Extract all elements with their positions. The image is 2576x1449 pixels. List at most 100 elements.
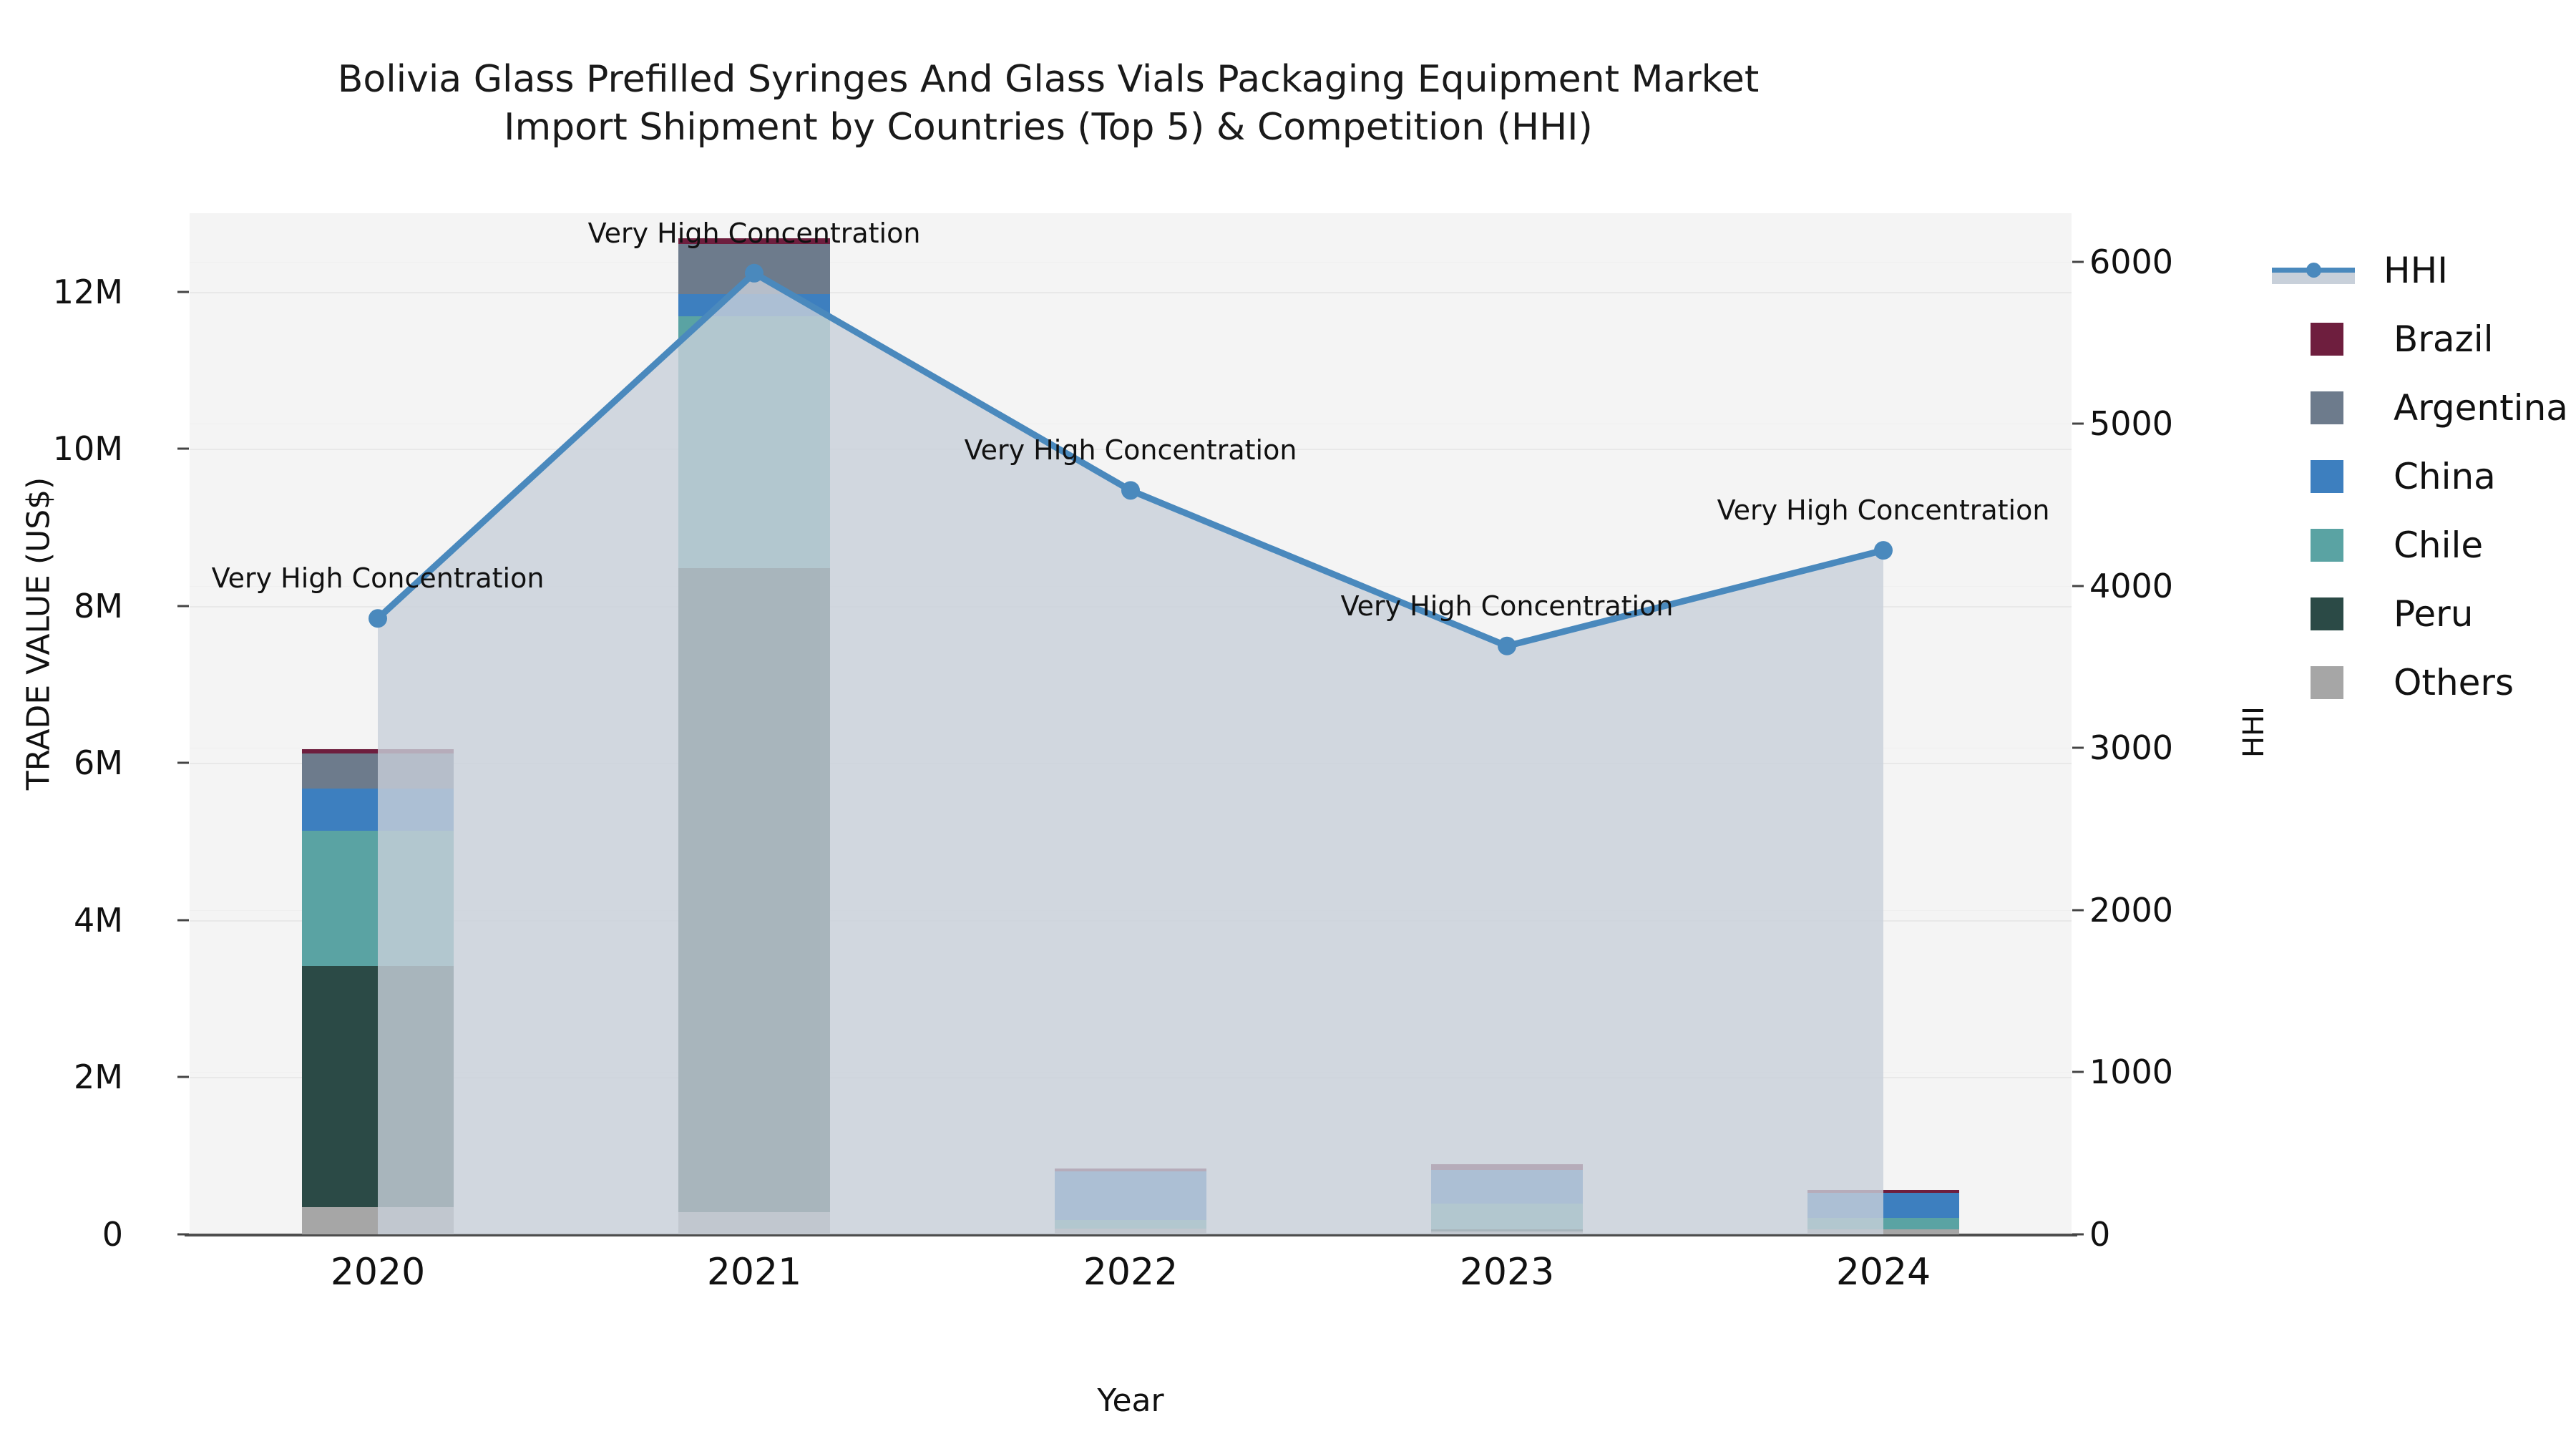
bar-segment[interactable]: [1055, 1220, 1206, 1229]
gridline-left: [190, 1077, 2072, 1079]
y-axis-right-tick-label: 4000: [2089, 566, 2174, 605]
y-axis-left-tick-mark: [177, 1233, 189, 1236]
x-axis-tick-label: 2020: [330, 1251, 426, 1294]
y-axis-right-title: HHI: [2238, 706, 2270, 758]
legend-color-swatch: [2311, 529, 2343, 562]
legend-label: Peru: [2394, 593, 2474, 635]
y-axis-right-tick-mark: [2072, 422, 2084, 425]
legend-area-band: [2272, 273, 2355, 284]
bar-segment[interactable]: [1055, 1168, 1206, 1172]
x-axis-tick-label: 2024: [1835, 1251, 1931, 1294]
concentration-annotation: Very High Concentration: [211, 562, 545, 595]
x-axis-tick-label: 2022: [1083, 1251, 1179, 1294]
y-axis-left-tick-label: 8M: [74, 586, 123, 625]
chart-legend: HHI Brazil Argentina China Chile Peru Others: [2272, 236, 2568, 717]
y-axis-left-title: TRADE VALUE (US$): [20, 477, 57, 791]
legend-item-peru[interactable]: Peru: [2272, 580, 2568, 648]
bar-segment[interactable]: [1055, 1229, 1206, 1234]
bar-segment[interactable]: [302, 748, 454, 754]
bar-segment[interactable]: [302, 1206, 454, 1234]
legend-item-hhi[interactable]: HHI: [2272, 236, 2568, 305]
bar-segment[interactable]: [678, 1212, 830, 1234]
y-axis-left-tick-mark: [177, 1075, 189, 1078]
bar-segment[interactable]: [1807, 1189, 1959, 1193]
bar-segment[interactable]: [678, 568, 830, 1213]
y-axis-left-tick-mark: [177, 919, 189, 922]
bar-segment[interactable]: [1807, 1192, 1959, 1218]
y-axis-right-tick-mark: [2072, 1070, 2084, 1073]
x-axis-tick-label: 2023: [1459, 1251, 1555, 1294]
chart-title-line-2: Import Shipment by Countries (Top 5) & C…: [504, 105, 1593, 149]
y-axis-left-tick-label: 2M: [74, 1058, 123, 1097]
bar-segment[interactable]: [302, 830, 454, 966]
bar-segment[interactable]: [1431, 1164, 1583, 1170]
legend-line-marker: [2306, 263, 2321, 278]
bar-segment[interactable]: [302, 965, 454, 1207]
gridline-right: [190, 261, 2072, 263]
bar-segment[interactable]: [1055, 1171, 1206, 1221]
y-axis-right-tick-mark: [2072, 1233, 2084, 1236]
y-axis-right-tick-label: 1000: [2089, 1053, 2174, 1092]
y-axis-right-tick-label: 5000: [2089, 404, 2174, 444]
legend-item-others[interactable]: Others: [2272, 648, 2568, 717]
y-axis-right-tick-label: 6000: [2089, 242, 2174, 281]
bar-segment[interactable]: [302, 788, 454, 831]
bar-segment[interactable]: [302, 753, 454, 789]
gridline-right: [190, 909, 2072, 911]
y-axis-right-tick-label: 2000: [2089, 890, 2174, 930]
y-axis-right-tick-mark: [2072, 260, 2084, 263]
legend-item-china[interactable]: China: [2272, 442, 2568, 511]
legend-color-swatch: [2311, 323, 2343, 356]
y-axis-left-tick-mark: [177, 761, 189, 764]
bar-segment[interactable]: [1431, 1231, 1583, 1234]
bar-segment[interactable]: [1431, 1204, 1583, 1230]
legend-color-swatch: [2311, 597, 2343, 630]
bar-segment[interactable]: [1431, 1229, 1583, 1231]
y-axis-left-tick-label: 12M: [52, 272, 123, 311]
y-axis-left-tick-mark: [177, 291, 189, 293]
legend-label: HHI: [2384, 250, 2448, 291]
y-axis-left-tick-label: 4M: [74, 900, 123, 940]
bar-segment[interactable]: [678, 316, 830, 569]
y-axis-left-tick-label: 10M: [52, 429, 123, 469]
x-axis-tick-label: 2021: [706, 1251, 802, 1294]
bar-segment[interactable]: [1807, 1229, 1959, 1234]
legend-item-chile[interactable]: Chile: [2272, 511, 2568, 580]
chart-title-line-1: Bolivia Glass Prefilled Syringes And Gla…: [337, 58, 1760, 101]
gridline-left: [190, 605, 2072, 608]
gridline-left: [190, 291, 2072, 293]
gridline-left: [190, 763, 2072, 765]
bar-segment[interactable]: [678, 243, 830, 295]
concentration-annotation: Very High Concentration: [1717, 494, 2050, 527]
bar-segment[interactable]: [678, 294, 830, 316]
legend-color-swatch: [2311, 666, 2343, 699]
concentration-annotation: Very High Concentration: [1340, 590, 1674, 622]
x-axis-line: [185, 1234, 2077, 1236]
legend-color-swatch: [2311, 391, 2343, 424]
y-axis-left-tick-mark: [177, 605, 189, 608]
legend-color-swatch: [2311, 460, 2343, 493]
bar-segment[interactable]: [1807, 1217, 1959, 1230]
legend-item-brazil[interactable]: Brazil: [2272, 305, 2568, 374]
legend-item-argentina[interactable]: Argentina: [2272, 374, 2568, 442]
gridline-left: [190, 919, 2072, 922]
y-axis-right-tick-label: 0: [2089, 1215, 2111, 1254]
y-axis-right-tick-mark: [2072, 909, 2084, 912]
concentration-annotation: Very High Concentration: [964, 434, 1297, 467]
legend-label: China: [2394, 456, 2496, 497]
gridline-right: [190, 1072, 2072, 1073]
y-axis-right-tick-mark: [2072, 585, 2084, 587]
x-axis-title: Year: [1097, 1382, 1164, 1419]
y-axis-right-tick-label: 3000: [2089, 728, 2174, 768]
bar-segment[interactable]: [1431, 1169, 1583, 1204]
legend-label: Argentina: [2394, 387, 2568, 429]
bar-segment[interactable]: [678, 238, 830, 244]
legend-label: Others: [2394, 662, 2514, 703]
legend-label: Brazil: [2394, 318, 2494, 360]
y-axis-right-tick-mark: [2072, 746, 2084, 749]
plot-area: [190, 213, 2072, 1234]
concentration-annotation: Very High Concentration: [587, 217, 921, 249]
legend-label: Chile: [2394, 525, 2484, 566]
y-axis-left-tick-mark: [177, 447, 189, 450]
